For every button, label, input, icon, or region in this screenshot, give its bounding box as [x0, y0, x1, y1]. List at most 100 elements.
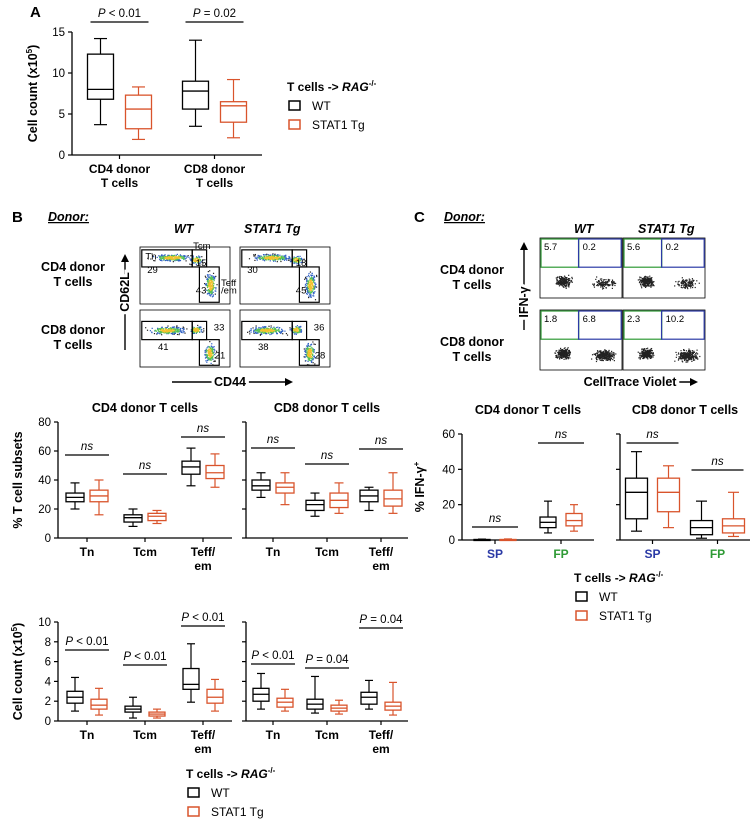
event-dot: [555, 355, 557, 357]
event-dot: [269, 260, 271, 262]
event-dot: [564, 279, 566, 281]
event-dot: [311, 276, 313, 278]
event-dot: [208, 280, 210, 283]
significance-label: P < 0.01: [98, 8, 141, 20]
event-dot: [683, 359, 686, 361]
event-dot: [641, 354, 643, 356]
event-dot: [683, 355, 685, 357]
event-dot: [271, 254, 274, 256]
event-dot: [272, 260, 275, 262]
event-dot: [563, 281, 565, 284]
event-dot: [691, 354, 693, 356]
event-dot: [174, 256, 176, 258]
event-dot: [196, 330, 198, 332]
event-dot: [162, 331, 165, 333]
event-dot: [190, 258, 192, 260]
event-dot: [162, 256, 164, 259]
event-dot: [176, 328, 179, 331]
x-category-label: Tn: [80, 545, 95, 559]
event-dot: [307, 291, 309, 293]
event-dot: [683, 351, 685, 354]
event-dot: [608, 284, 610, 287]
event-dot: [312, 351, 314, 353]
legend-entry-stat1-tg: STAT1 Tg: [312, 118, 365, 132]
event-dot: [692, 283, 694, 285]
event-dot: [603, 355, 605, 357]
event-dot: [255, 327, 257, 329]
event-dot: [680, 285, 682, 287]
event-dot: [175, 331, 177, 333]
event-dot: [212, 349, 214, 351]
event-dot: [253, 254, 255, 256]
y-tick-label: 0: [59, 150, 65, 162]
event-dot: [197, 259, 199, 261]
event-dot: [195, 256, 198, 258]
event-dot: [299, 259, 301, 261]
event-dot: [207, 278, 209, 281]
event-dot: [164, 259, 166, 262]
event-dot: [310, 350, 312, 352]
legend-entry-wt: WT: [211, 786, 230, 800]
event-dot: [678, 280, 680, 282]
event-dot: [599, 357, 601, 359]
event-dot: [257, 332, 259, 334]
event-dot: [168, 255, 171, 257]
event-dot: [571, 276, 573, 279]
event-dot: [173, 326, 175, 329]
event-dot: [691, 284, 693, 286]
flow-c-row-sublabel: T cells: [453, 278, 492, 292]
event-dot: [307, 296, 310, 299]
event-dot: [265, 331, 267, 333]
event-dot: [293, 257, 295, 259]
event-dot: [298, 258, 300, 261]
event-dot: [691, 286, 694, 289]
event-dot: [645, 278, 648, 280]
event-dot: [269, 328, 271, 330]
event-dot: [157, 328, 160, 331]
event-dot: [209, 283, 212, 285]
x-category-label: CD8 donor: [184, 162, 246, 176]
event-dot: [295, 258, 297, 260]
significance-label: ns: [375, 435, 387, 447]
event-dot: [300, 325, 302, 328]
event-dot: [608, 350, 610, 352]
event-dot: [153, 256, 155, 258]
event-dot: [688, 358, 690, 360]
event-dot: [281, 328, 283, 330]
event-dot: [168, 257, 170, 259]
event-dot: [196, 260, 198, 262]
event-dot: [259, 258, 261, 260]
event-dot: [156, 328, 159, 331]
event-dot: [269, 331, 272, 334]
event-dot: [308, 359, 310, 361]
event-dot: [272, 332, 274, 334]
y-tick-label: 40: [442, 464, 455, 476]
event-dot: [204, 353, 206, 356]
x-category-label: FP: [553, 547, 568, 561]
event-dot: [278, 329, 280, 331]
chart-title: CD8 donor T cells: [632, 403, 738, 417]
event-dot: [179, 259, 181, 261]
event-dot: [596, 352, 598, 355]
event-dot: [203, 328, 205, 330]
event-dot: [174, 260, 176, 262]
event-dot: [210, 278, 212, 281]
event-dot: [284, 258, 286, 260]
event-dot: [167, 331, 169, 333]
event-dot: [691, 360, 693, 362]
event-dot: [597, 355, 600, 357]
event-dot: [198, 262, 201, 264]
event-dot: [307, 344, 309, 346]
event-dot: [696, 356, 698, 359]
event-dot: [256, 259, 258, 261]
event-dot: [691, 282, 693, 285]
box-stat1-tg: [219, 78, 248, 139]
event-dot: [309, 292, 311, 294]
event-dot: [641, 283, 644, 285]
event-dot: [169, 258, 171, 261]
event-dot: [259, 330, 261, 332]
event-dot: [296, 260, 299, 262]
event-dot: [271, 329, 273, 332]
event-dot: [562, 285, 564, 287]
flow-b-header-wt: WT: [174, 222, 195, 236]
